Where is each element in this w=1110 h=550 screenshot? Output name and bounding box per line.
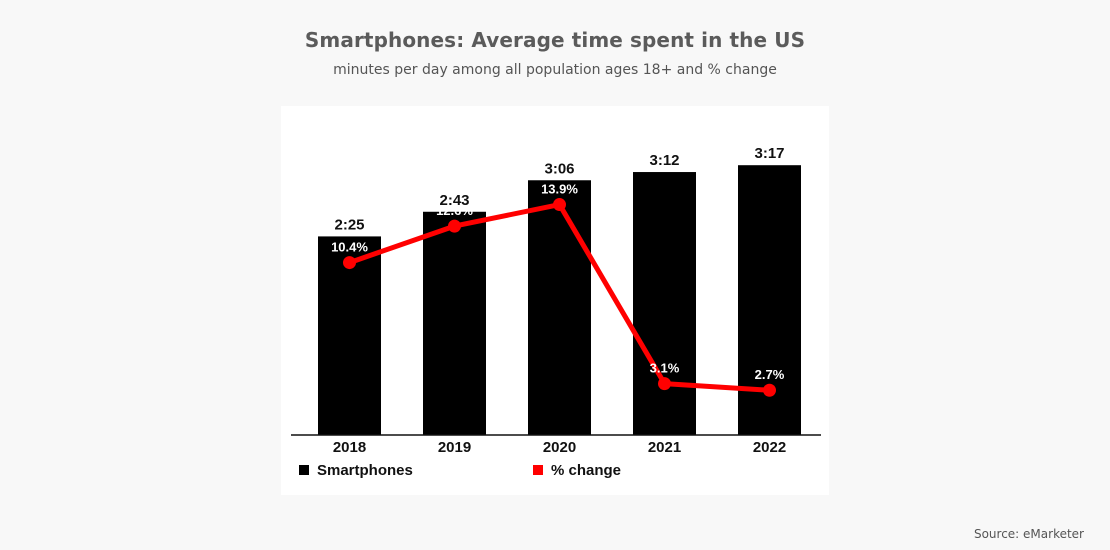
legend-label-smartphones: Smartphones — [317, 462, 413, 479]
x-tick-label: 2022 — [753, 439, 786, 456]
chart-card: 2:25 2:43 3:06 3:12 3:17 10.4% 12.6% 13.9% 3.1%… — [281, 106, 829, 495]
bar-value-label: 2:43 — [439, 192, 469, 209]
bar-2018 — [318, 236, 381, 435]
bar-value-label: 3:12 — [649, 152, 679, 169]
legend-label-percent-change: % change — [551, 462, 621, 479]
chart-title: Smartphones: Average time spent in the U… — [304, 28, 806, 52]
line-point-2020 — [553, 198, 566, 212]
line-value-label: 2.7% — [755, 367, 785, 382]
chart-header: Smartphones: Average time spent in the U… — [0, 28, 1110, 78]
bar-2019 — [423, 211, 486, 435]
line-point-2018 — [343, 256, 356, 270]
line-value-label: 3.1% — [650, 361, 680, 376]
bar-value-label: 2:25 — [334, 216, 364, 233]
x-tick-label: 2021 — [648, 439, 681, 456]
line-point-2021 — [658, 377, 671, 391]
legend-swatch-smartphones — [299, 465, 309, 475]
legend-layer: Smartphones % change — [299, 462, 621, 479]
x-tick-label: 2019 — [438, 439, 471, 456]
legend-swatch-percent-change — [533, 465, 543, 475]
x-tick-label: 2018 — [333, 439, 366, 456]
x-tick-label: 2020 — [543, 439, 576, 456]
line-value-label: 13.9% — [541, 182, 578, 197]
line-layer: 10.4% 12.6% 13.9% 3.1% 2.7% — [331, 182, 785, 397]
bar-value-label: 3:17 — [754, 145, 784, 162]
source-note: Source: eMarketer — [973, 527, 1084, 541]
bar-2021 — [633, 172, 696, 435]
bar-value-label: 3:06 — [544, 160, 574, 177]
line-value-label: 10.4% — [331, 240, 368, 255]
line-value-label: 12.6% — [436, 203, 473, 218]
line-point-2022 — [763, 383, 776, 397]
bar-2020 — [528, 180, 591, 435]
line-point-2019 — [448, 219, 461, 233]
chart-subtitle: minutes per day among all population age… — [333, 62, 777, 78]
chart-svg: 2:25 2:43 3:06 3:12 3:17 10.4% 12.6% 13.9% 3.1%… — [291, 145, 821, 479]
axis-layer: 2018 2019 2020 2021 2022 — [291, 434, 821, 456]
bars-layer: 2:25 2:43 3:06 3:12 3:17 — [318, 145, 801, 435]
